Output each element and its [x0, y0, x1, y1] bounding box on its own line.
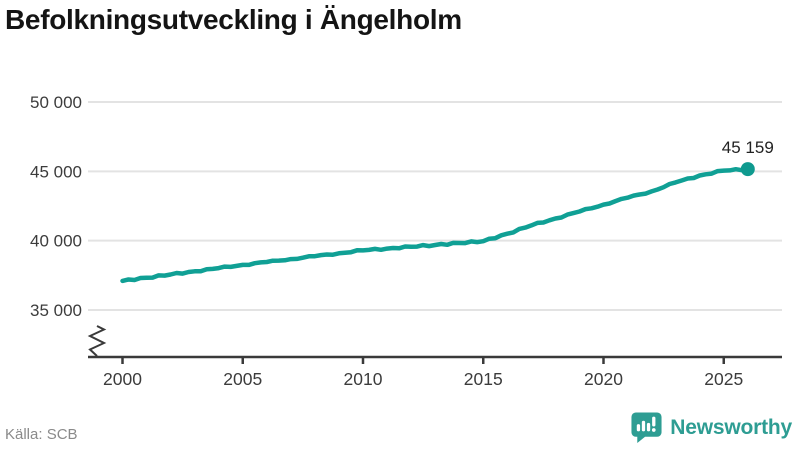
x-tick-label: 2000	[103, 369, 142, 389]
x-tick-label: 2005	[223, 369, 262, 389]
y-tick-label: 45 000	[30, 162, 82, 181]
x-tick-label: 2025	[704, 369, 743, 389]
newsworthy-icon	[631, 412, 662, 444]
chart-title: Befolkningsutveckling i Ängelholm	[5, 4, 462, 35]
y-tick-label: 40 000	[30, 232, 82, 251]
y-tick-label: 50 000	[30, 93, 82, 112]
latest-value-label: 45 159	[721, 138, 774, 158]
newsworthy-logo[interactable]: Newsworthy	[630, 411, 792, 444]
newsworthy-wordmark: Newsworthy	[670, 415, 792, 439]
x-tick-label: 2010	[344, 369, 383, 389]
population-line	[120, 166, 751, 284]
source-note: Källa: SCB	[5, 426, 78, 443]
latest-point-marker	[740, 162, 755, 177]
y-tick-label: 35 000	[30, 301, 82, 320]
axis-break-icon	[87, 325, 107, 357]
x-tick-label: 2015	[464, 369, 503, 389]
x-tick-label: 2020	[584, 369, 623, 389]
